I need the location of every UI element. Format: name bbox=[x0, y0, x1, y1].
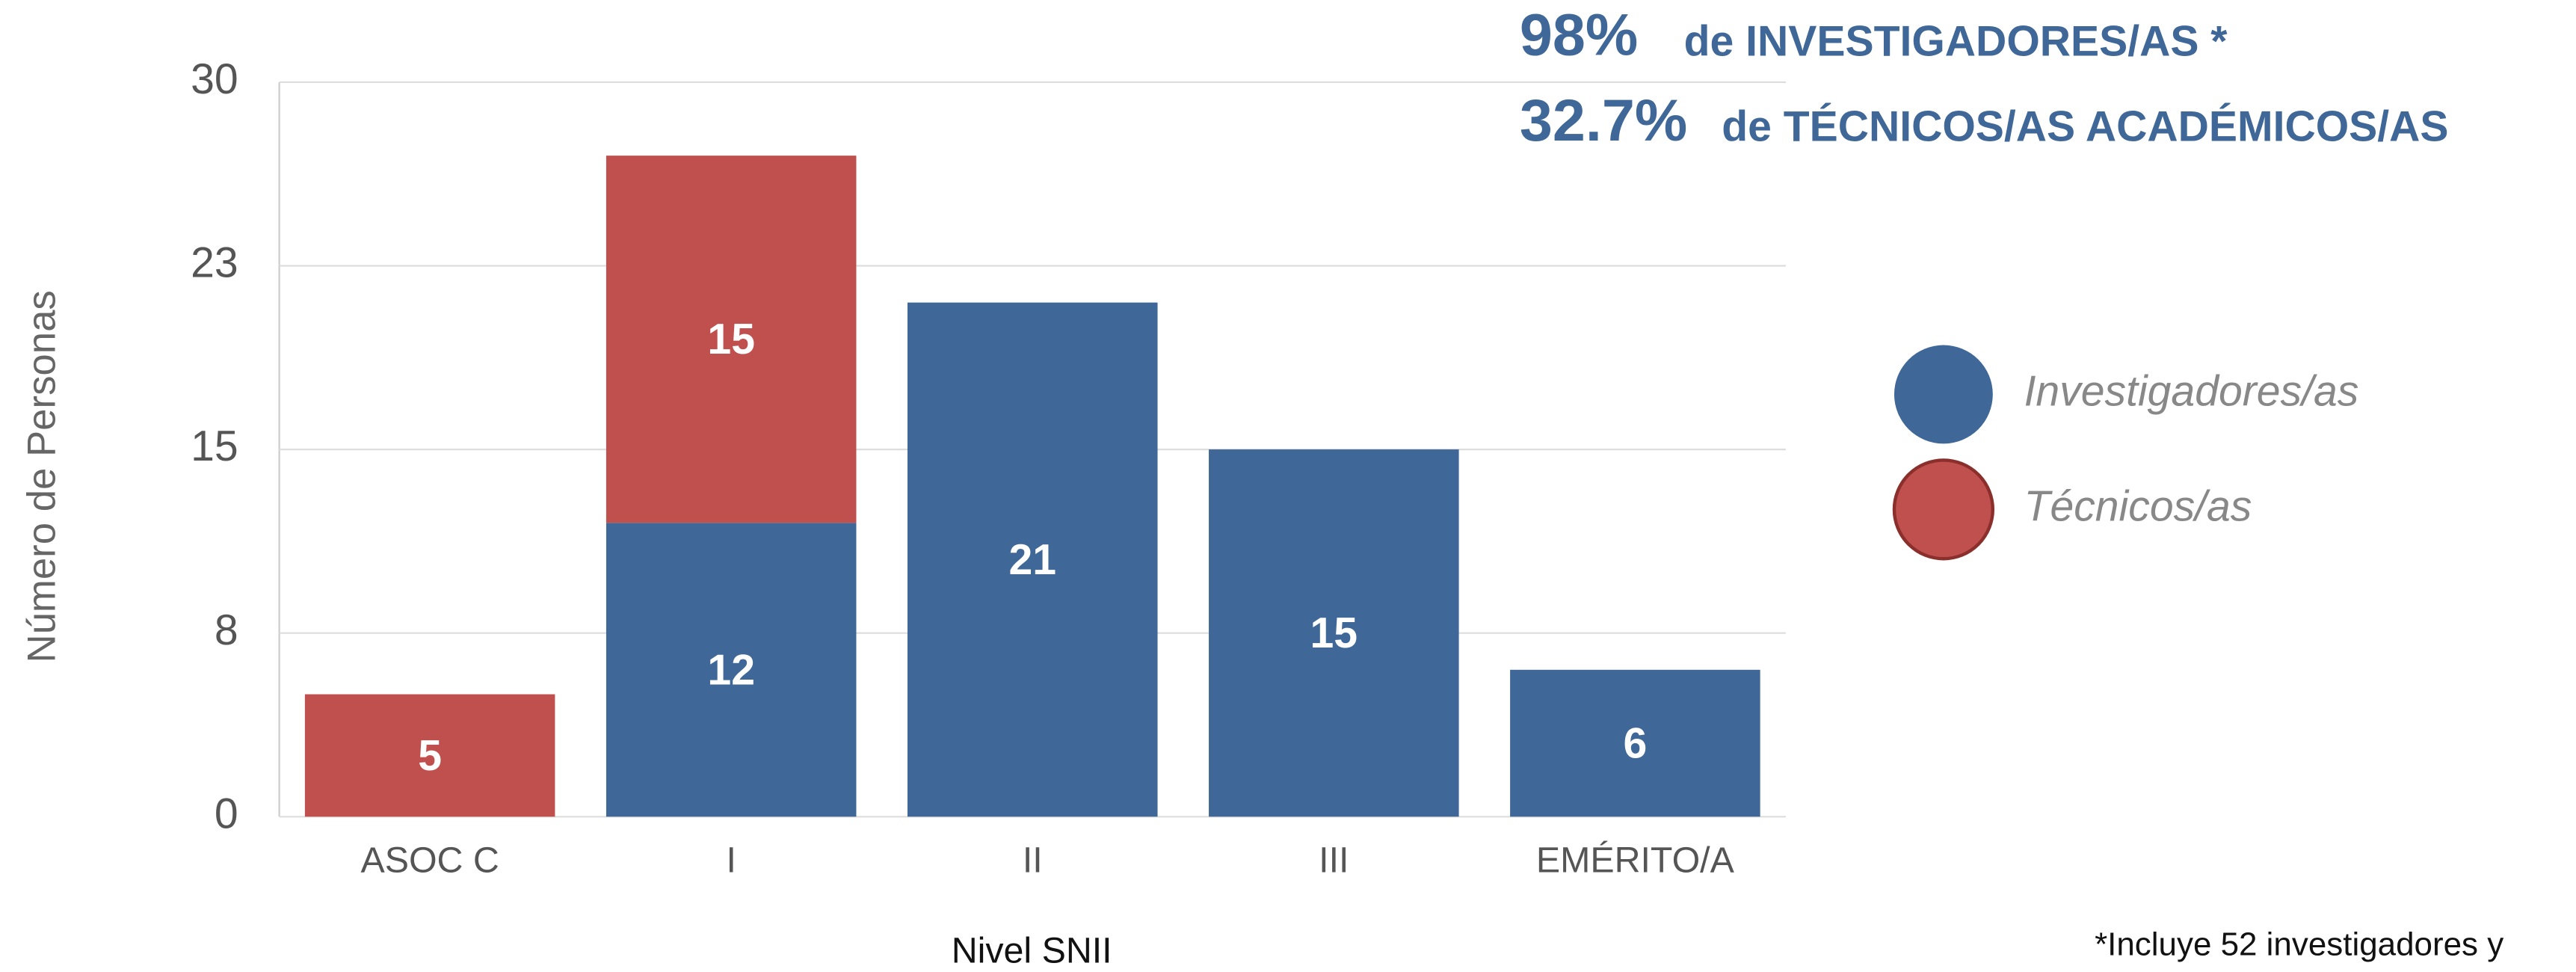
y-tick-label: 0 bbox=[215, 790, 238, 837]
x-tick-label: EMÉRITO/A bbox=[1536, 840, 1735, 881]
legend-label: Técnicos/as bbox=[2024, 482, 2252, 530]
data-label: 12 bbox=[707, 646, 755, 694]
footnote: *Incluye 52 investigadores y bbox=[2095, 926, 2503, 963]
headline-value: 32.7% bbox=[1520, 87, 1687, 153]
x-tick-label: ASOC C bbox=[360, 840, 499, 881]
data-label: 6 bbox=[1623, 720, 1647, 768]
legend-label: Investigadores/as bbox=[2024, 368, 2359, 416]
y-tick-label: 15 bbox=[191, 422, 238, 470]
y-tick-label: 8 bbox=[215, 606, 238, 654]
data-label: 5 bbox=[418, 732, 442, 780]
bar-segment bbox=[907, 302, 1158, 817]
data-label: 15 bbox=[1310, 609, 1358, 657]
y-tick-label: 30 bbox=[191, 55, 238, 103]
x-tick-label: II bbox=[1023, 840, 1043, 881]
x-axis-label: Nivel SNII bbox=[952, 930, 1112, 971]
x-tick-label: III bbox=[1319, 840, 1349, 881]
bar-segment bbox=[1209, 449, 1459, 817]
bar-segment bbox=[606, 156, 857, 523]
bar-segment bbox=[304, 694, 555, 817]
bar-segment bbox=[606, 523, 857, 817]
data-label: 15 bbox=[707, 316, 755, 363]
x-tick-label: I bbox=[726, 840, 736, 881]
y-axis-label: Número de Personas bbox=[19, 290, 64, 662]
legend-swatch bbox=[1894, 345, 1993, 444]
data-label: 21 bbox=[1008, 536, 1056, 584]
headline-value: 98% bbox=[1520, 1, 1638, 68]
legend-swatch bbox=[1892, 458, 1995, 561]
headline-text: de TÉCNICOS/AS ACADÉMICOS/AS bbox=[1722, 103, 2448, 151]
bar-segment bbox=[1510, 669, 1760, 817]
headline-text: de INVESTIGADORES/AS * bbox=[1684, 17, 2228, 65]
y-tick-label: 23 bbox=[191, 239, 238, 287]
